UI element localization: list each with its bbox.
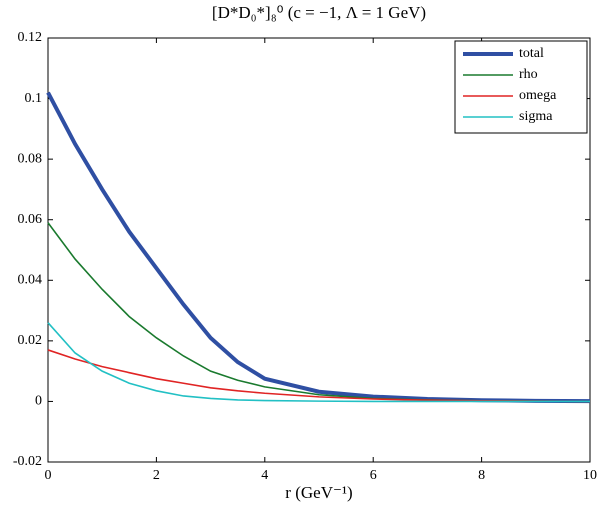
y-tick-label: 0.06: [18, 212, 43, 227]
line-2: [47, 349, 591, 403]
x-tick-label: 8: [478, 468, 485, 483]
x-tick-label: 10: [583, 468, 597, 483]
chart-title: [D*D₀*]₈⁰ (c = −1, Λ = 1 GeV): [212, 3, 426, 22]
line-0: [46, 91, 591, 404]
x-axis-label: r (GeV⁻¹): [285, 483, 352, 502]
y-tick-label: 0.12: [18, 30, 43, 45]
plot-frame: [47, 37, 591, 463]
y-tick-label: 0: [35, 394, 42, 409]
y-tick-label: 0.08: [18, 151, 43, 166]
x-tick-label: 0: [45, 468, 52, 483]
legend-label: sigma: [519, 109, 553, 124]
legend-label: omega: [519, 88, 557, 103]
line-3: [47, 322, 590, 403]
y-tick-label: 0.04: [18, 273, 43, 288]
x-tick-label: 6: [370, 468, 377, 483]
y-tick-label: 0.02: [18, 333, 43, 348]
legend-label: rho: [519, 67, 538, 82]
x-tick-label: 4: [261, 468, 268, 483]
y-tick-label: 0.1: [25, 91, 43, 106]
line-1: [47, 222, 591, 403]
x-tick-label: 2: [153, 468, 160, 483]
y-tick-label: -0.02: [13, 454, 42, 469]
legend-label: total: [519, 46, 544, 61]
